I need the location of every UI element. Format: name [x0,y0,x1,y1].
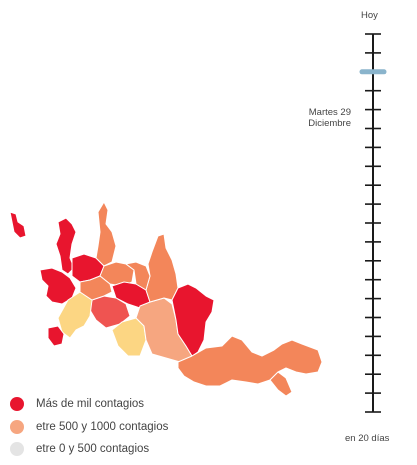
district-central-orange[interactable] [79,275,113,301]
timeline-marker-label: Martes 29 Diciembre [308,107,351,129]
legend-item-low: etre 0 y 500 contagios [10,442,149,456]
legend-item-high: Más de mil contagios [10,397,144,411]
district-top-centre[interactable] [125,261,151,291]
timeline-marker-day: Martes 29 [308,107,351,118]
district-east-red[interactable] [171,283,215,357]
legend-dot-high [10,397,24,411]
legend-label-low: etre 0 y 500 contagios [36,443,150,455]
legend-dot-low [10,442,24,456]
legend-dot-medium [10,420,24,434]
district-east-tail[interactable] [269,371,293,397]
legend-item-medium: etre 500 y 1000 contagios [10,420,168,434]
district-north-peninsula[interactable] [95,201,117,267]
legend-label-medium: etre 500 y 1000 contagios [36,421,169,433]
legend-label-high: Más de mil contagios [36,398,145,410]
timeline-today-label: Hoy [361,10,378,21]
district-south-strip[interactable] [177,335,323,387]
timeline-end-label: en 20 días [345,433,390,444]
district-southwest-red[interactable] [47,325,65,347]
district-island-west[interactable] [9,211,27,239]
district-west-yellow[interactable] [57,291,93,339]
district-mid-salmon[interactable] [89,295,131,329]
timeline-marker-month: Diciembre [308,118,351,129]
